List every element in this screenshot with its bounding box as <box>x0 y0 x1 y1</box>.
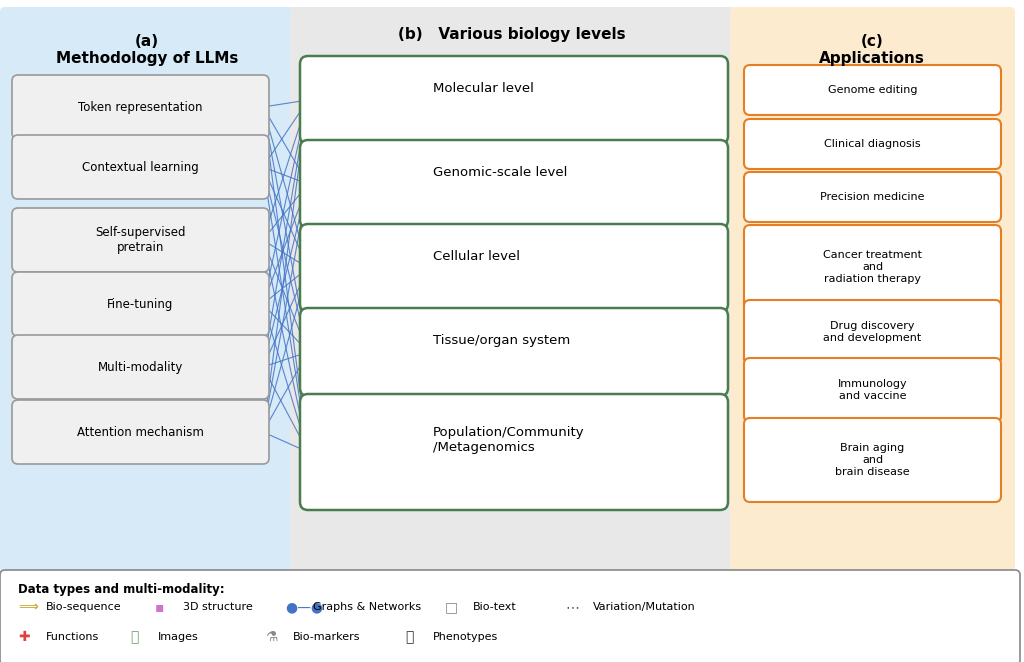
FancyBboxPatch shape <box>744 172 1001 222</box>
Text: Attention mechanism: Attention mechanism <box>77 426 204 438</box>
Text: ⋯: ⋯ <box>565 600 579 614</box>
FancyBboxPatch shape <box>300 308 728 396</box>
Text: Functions: Functions <box>46 632 99 642</box>
Text: Multi-modality: Multi-modality <box>98 361 183 373</box>
Text: Genomic-scale level: Genomic-scale level <box>433 166 567 179</box>
FancyBboxPatch shape <box>290 7 735 572</box>
FancyBboxPatch shape <box>744 300 1001 364</box>
Text: ✚: ✚ <box>18 630 30 644</box>
Text: Brain aging
and
brain disease: Brain aging and brain disease <box>836 444 909 477</box>
Text: Precision medicine: Precision medicine <box>820 192 925 202</box>
Text: (b)   Various biology levels: (b) Various biology levels <box>398 27 626 42</box>
FancyBboxPatch shape <box>12 208 269 272</box>
FancyBboxPatch shape <box>730 7 1015 572</box>
FancyBboxPatch shape <box>0 570 1020 662</box>
Text: Immunology
and vaccine: Immunology and vaccine <box>838 379 907 401</box>
Text: Self-supervised
pretrain: Self-supervised pretrain <box>95 226 185 254</box>
Text: ●—●: ●—● <box>285 600 323 614</box>
Text: (c)
Applications: (c) Applications <box>819 34 925 66</box>
Text: Drug discovery
and development: Drug discovery and development <box>823 321 922 343</box>
FancyBboxPatch shape <box>300 224 728 312</box>
Text: Clinical diagnosis: Clinical diagnosis <box>824 139 921 149</box>
FancyBboxPatch shape <box>0 7 295 572</box>
Text: Contextual learning: Contextual learning <box>82 160 199 173</box>
Text: Cancer treatment
and
radiation therapy: Cancer treatment and radiation therapy <box>823 250 922 283</box>
FancyBboxPatch shape <box>12 272 269 336</box>
FancyBboxPatch shape <box>300 140 728 228</box>
FancyBboxPatch shape <box>744 358 1001 422</box>
Text: Bio-text: Bio-text <box>473 602 517 612</box>
Text: ⟹: ⟹ <box>18 600 38 614</box>
FancyBboxPatch shape <box>300 394 728 510</box>
Text: Graphs & Networks: Graphs & Networks <box>313 602 421 612</box>
Text: 🫁: 🫁 <box>406 630 414 644</box>
Text: Tissue/organ system: Tissue/organ system <box>433 334 570 346</box>
Text: Bio-sequence: Bio-sequence <box>46 602 122 612</box>
Text: Population/Community
/Metagenomics: Population/Community /Metagenomics <box>433 426 585 454</box>
FancyBboxPatch shape <box>12 135 269 199</box>
FancyBboxPatch shape <box>744 225 1001 309</box>
Text: ▪: ▪ <box>155 600 165 614</box>
FancyBboxPatch shape <box>744 65 1001 115</box>
Text: Cellular level: Cellular level <box>433 250 520 263</box>
FancyBboxPatch shape <box>300 56 728 144</box>
Text: Fine-tuning: Fine-tuning <box>108 297 174 310</box>
Text: 3D structure: 3D structure <box>183 602 253 612</box>
Text: Images: Images <box>158 632 199 642</box>
Text: Data types and multi-modality:: Data types and multi-modality: <box>18 583 224 596</box>
Text: □: □ <box>445 600 458 614</box>
Text: Phenotypes: Phenotypes <box>433 632 499 642</box>
Text: Molecular level: Molecular level <box>433 81 534 95</box>
Text: Genome editing: Genome editing <box>827 85 918 95</box>
FancyBboxPatch shape <box>744 418 1001 502</box>
FancyBboxPatch shape <box>12 75 269 139</box>
Text: Bio-markers: Bio-markers <box>293 632 360 642</box>
FancyBboxPatch shape <box>744 119 1001 169</box>
Text: (a)
Methodology of LLMs: (a) Methodology of LLMs <box>56 34 239 66</box>
Text: Variation/Mutation: Variation/Mutation <box>593 602 695 612</box>
FancyBboxPatch shape <box>12 335 269 399</box>
Text: ⚗: ⚗ <box>265 630 278 644</box>
FancyBboxPatch shape <box>12 400 269 464</box>
Text: Token representation: Token representation <box>78 101 203 113</box>
Text: 🖼: 🖼 <box>130 630 138 644</box>
